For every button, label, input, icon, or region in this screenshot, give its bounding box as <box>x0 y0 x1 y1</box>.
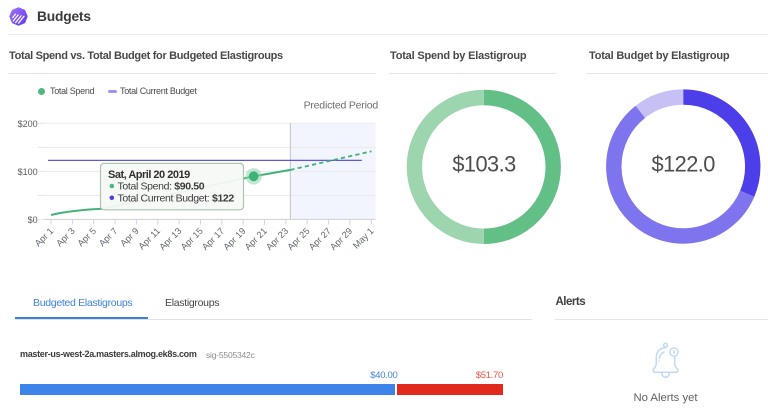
svg-text:Apr 13: Apr 13 <box>157 226 183 252</box>
svg-text:Apr 1: Apr 1 <box>33 226 56 249</box>
svg-text:$0: $0 <box>28 215 38 225</box>
svg-text:Apr 23: Apr 23 <box>264 226 290 252</box>
svg-text:Apr 11: Apr 11 <box>136 226 162 252</box>
svg-text:Apr 3: Apr 3 <box>54 226 77 249</box>
svg-text:Apr 27: Apr 27 <box>307 226 333 252</box>
svg-text:Apr 29: Apr 29 <box>328 226 354 252</box>
svg-text:Apr 15: Apr 15 <box>179 226 205 252</box>
svg-text:$122.0: $122.0 <box>652 152 716 177</box>
svg-text:Sat, April 20 2019: Sat, April 20 2019 <box>108 169 190 181</box>
svg-text:Total Current Budget: $122: Total Current Budget: $122 <box>118 193 235 205</box>
svg-text:May 1: May 1 <box>351 226 376 251</box>
svg-text:Apr 5: Apr 5 <box>76 226 99 249</box>
svg-text:Apr 17: Apr 17 <box>200 226 226 252</box>
svg-text:$103.3: $103.3 <box>452 152 516 177</box>
svg-text:Apr 21: Apr 21 <box>243 226 269 252</box>
svg-text:Apr 19: Apr 19 <box>221 226 247 252</box>
svg-text:Predicted Period: Predicted Period <box>304 100 379 112</box>
svg-text:Apr 25: Apr 25 <box>285 226 311 252</box>
svg-text:$100: $100 <box>18 167 38 177</box>
svg-text:$200: $200 <box>18 119 38 129</box>
svg-text:Apr 7: Apr 7 <box>97 226 120 249</box>
svg-text:Total Spend: $90.50: Total Spend: $90.50 <box>118 181 205 193</box>
